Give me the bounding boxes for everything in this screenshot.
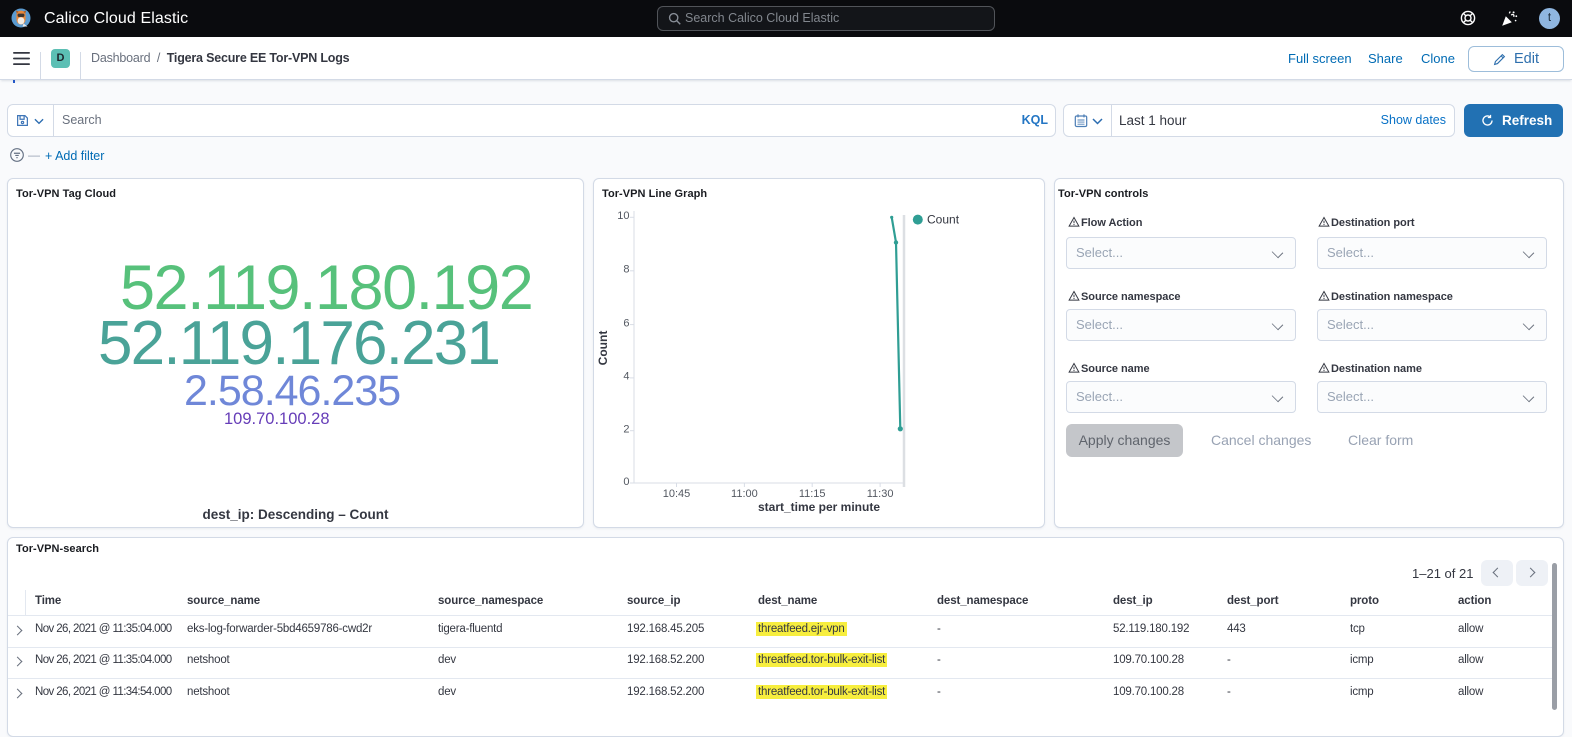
svg-text:Count: Count <box>596 331 610 366</box>
svg-text:11:00: 11:00 <box>731 488 758 500</box>
svg-text:2: 2 <box>623 423 629 435</box>
svg-text:Count: Count <box>927 213 960 227</box>
svg-text:10:45: 10:45 <box>663 488 691 500</box>
svg-text:0: 0 <box>623 476 629 488</box>
svg-text:11:30: 11:30 <box>867 488 894 500</box>
svg-text:4: 4 <box>623 371 629 383</box>
svg-text:10: 10 <box>617 210 629 222</box>
svg-text:8: 8 <box>623 264 629 276</box>
svg-text:11:15: 11:15 <box>799 488 826 500</box>
svg-text:6: 6 <box>623 317 629 329</box>
